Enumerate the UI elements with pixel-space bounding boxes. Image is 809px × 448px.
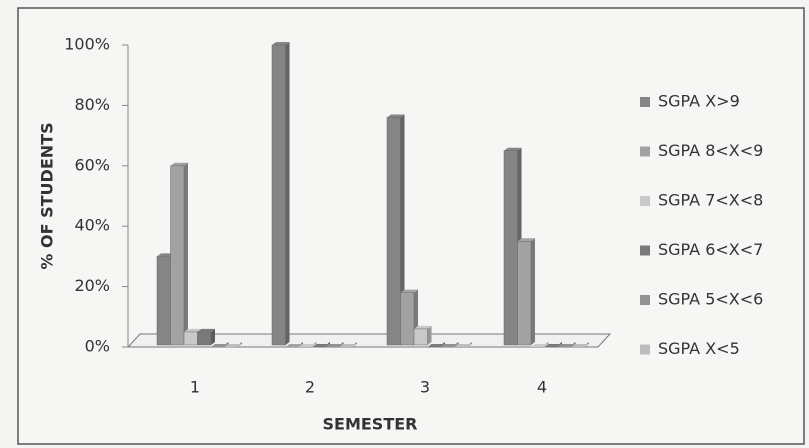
bar-top (414, 325, 432, 329)
bar (326, 342, 344, 347)
bar (299, 342, 317, 347)
y-tick-label: 60% (74, 155, 110, 174)
x-tick-label: 3 (420, 378, 430, 397)
bar-top (544, 344, 562, 347)
bar-top (558, 344, 576, 347)
legend-label: SGPA 5<X<6 (658, 290, 763, 309)
bar (271, 42, 290, 346)
bar (531, 342, 549, 347)
bar-side (285, 42, 290, 345)
bar-top (571, 344, 589, 347)
bar-front (400, 292, 415, 346)
bar-side (427, 325, 432, 345)
bar-top (184, 328, 202, 332)
bar (517, 238, 535, 346)
bar-top (400, 289, 418, 293)
bar-top (170, 162, 188, 166)
bar (386, 114, 405, 346)
bar-top (531, 344, 549, 347)
legend-label: SGPA X<5 (658, 339, 740, 358)
bar-top (197, 328, 215, 332)
bar-side (211, 328, 215, 345)
bar-front (170, 165, 185, 346)
bar-front (386, 117, 401, 346)
y-tick-label: 0% (85, 337, 110, 356)
bar (427, 342, 445, 347)
y-axis-label: % OF STUDENTS (38, 122, 57, 269)
bar-front (271, 44, 286, 346)
bar-top (285, 344, 303, 347)
legend-swatch (640, 295, 650, 305)
bar-top (504, 147, 522, 151)
bar-side (531, 238, 535, 345)
legend-swatch (640, 146, 650, 157)
legend-swatch (640, 196, 650, 206)
bar-top (224, 344, 242, 347)
bar-front (183, 331, 198, 346)
bar-top (299, 344, 317, 347)
bar (312, 342, 330, 347)
bar (558, 342, 576, 347)
bar (224, 342, 242, 347)
bar (544, 342, 562, 347)
legend-label: SGPA 7<X<8 (658, 191, 763, 210)
legend-swatch (640, 245, 650, 256)
legend-label: SGPA 8<X<9 (658, 141, 763, 160)
bar-front (503, 150, 518, 346)
bar-top (427, 344, 445, 347)
y-tick-label: 80% (74, 95, 110, 114)
x-tick-label: 2 (305, 378, 315, 397)
x-axis-label: SEMESTER (323, 415, 418, 434)
bar (170, 162, 188, 346)
bar-top (272, 42, 290, 45)
legend-label: SGPA 6<X<7 (658, 240, 763, 259)
bar-top (157, 253, 175, 257)
bar-front (413, 328, 428, 346)
y-tick-label: 20% (74, 276, 110, 295)
bar (285, 342, 303, 347)
bar-top (517, 238, 535, 242)
bar-side (400, 114, 405, 345)
bar (413, 325, 432, 346)
bar (211, 342, 229, 347)
bar-top (441, 344, 459, 347)
bar-side (184, 162, 188, 345)
bar-top (312, 344, 330, 347)
legend-swatch (640, 97, 650, 107)
bar-front (517, 241, 532, 346)
bar (197, 328, 215, 346)
bar (441, 342, 459, 347)
bar-top (387, 114, 405, 118)
legend-label: SGPA X>9 (658, 92, 740, 111)
bar-front (197, 331, 212, 346)
bar-top (326, 344, 344, 347)
bar (571, 342, 589, 347)
chart-frame (17, 7, 805, 445)
bar (339, 342, 357, 347)
y-tick-label: 100% (64, 35, 110, 54)
x-tick-label: 1 (190, 378, 200, 397)
y-tick-label: 40% (74, 216, 110, 235)
bar (454, 342, 472, 347)
bar-top (339, 344, 357, 347)
legend-swatch (640, 344, 650, 355)
x-tick-label: 4 (537, 378, 547, 397)
bar-top (454, 344, 472, 347)
bar-top (211, 344, 229, 347)
bar-front (156, 256, 171, 346)
